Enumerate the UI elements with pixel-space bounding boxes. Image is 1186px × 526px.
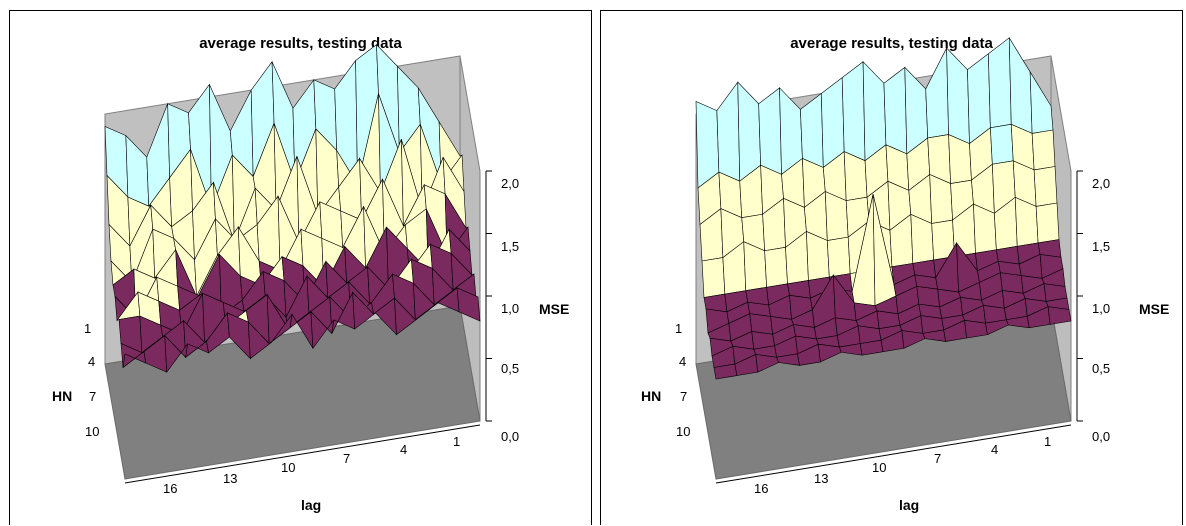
y-tick-label: 7 (680, 389, 688, 404)
surface-cell (701, 257, 726, 298)
surface-cell (883, 66, 908, 155)
x-tick-label: 4 (400, 442, 408, 457)
surface-cell (758, 87, 782, 175)
surface-plot (695, 36, 1083, 484)
floor (104, 305, 481, 480)
surface-cell (1035, 202, 1060, 244)
y-tick-label: 1 (675, 321, 683, 336)
x-tick-label: 10 (281, 460, 296, 475)
x-tick-label: 10 (872, 460, 887, 475)
surface-cell (946, 47, 970, 145)
surface-cell (826, 236, 851, 278)
surface-plot (104, 43, 492, 484)
x-axis-label: lag (301, 497, 322, 513)
surface-cell (990, 123, 1014, 165)
surface-cell (1047, 306, 1072, 325)
z-tick-label: 1,0 (501, 301, 520, 316)
x-tick-label: 13 (223, 471, 238, 486)
z-tick-label: 0,0 (501, 429, 520, 444)
surface-cell (737, 81, 761, 182)
x-tick-label: 7 (934, 451, 942, 466)
surface-cell (716, 81, 741, 182)
y-axis-label: HN (52, 388, 73, 404)
chart-title: average results, testing data (790, 35, 993, 52)
chart-panel-right: average results, testing data MSE HN lag… (600, 10, 1183, 525)
y-tick-label: 4 (88, 354, 96, 369)
z-tick-label: 2,0 (1092, 176, 1111, 191)
y-tick-label: 1 (84, 321, 92, 336)
x-tick-label: 16 (163, 481, 178, 496)
surface-cell (749, 313, 773, 335)
surface (695, 36, 1072, 380)
surface-cell (841, 61, 866, 162)
x-tick-label: 4 (991, 442, 999, 457)
z-tick-label: 0,5 (1092, 361, 1111, 376)
x-axis (124, 424, 481, 484)
y-tick-label: 4 (679, 354, 687, 369)
x-tick-label: 16 (754, 481, 769, 496)
surface-cell (916, 286, 941, 308)
surface-cell (1033, 166, 1058, 207)
z-tick-label: 0,0 (1092, 429, 1111, 444)
surface (104, 43, 481, 374)
surface-cell (456, 287, 481, 322)
y-tick-label: 7 (89, 389, 97, 404)
surface-cell (1008, 36, 1033, 134)
x-axis (715, 424, 1072, 484)
z-axis (1076, 170, 1083, 422)
z-tick-label: 2,0 (501, 176, 520, 191)
x-axis-label: lag (899, 497, 920, 513)
z-tick-label: 1,5 (501, 239, 520, 254)
x-tick-label: 13 (814, 471, 829, 486)
x-tick-label: 7 (343, 451, 351, 466)
surface-cell (764, 247, 788, 288)
y-axis-label: HN (641, 388, 662, 404)
chart-panel-left: average results, testing data MSE HN lag… (9, 10, 592, 525)
surface-cell (862, 60, 887, 162)
y-tick-label: 10 (85, 424, 100, 439)
z-tick-label: 1,0 (1092, 301, 1111, 316)
z-tick-label: 0,5 (501, 361, 520, 376)
chart-title: average results, testing data (199, 35, 402, 52)
z-tick-label: 1,5 (1092, 239, 1111, 254)
z-axis-label: MSE (1139, 301, 1170, 317)
surface-cell (964, 319, 988, 339)
surface-cell (1000, 272, 1024, 294)
surface-cell (1031, 129, 1056, 171)
surface-cell (925, 47, 949, 139)
z-axis-label: MSE (539, 301, 570, 317)
x-tick-label: 1 (453, 434, 461, 449)
x-tick-label: 1 (1044, 434, 1052, 449)
surface-cell (988, 37, 1012, 129)
z-axis (485, 170, 492, 422)
y-tick-label: 10 (676, 424, 691, 439)
